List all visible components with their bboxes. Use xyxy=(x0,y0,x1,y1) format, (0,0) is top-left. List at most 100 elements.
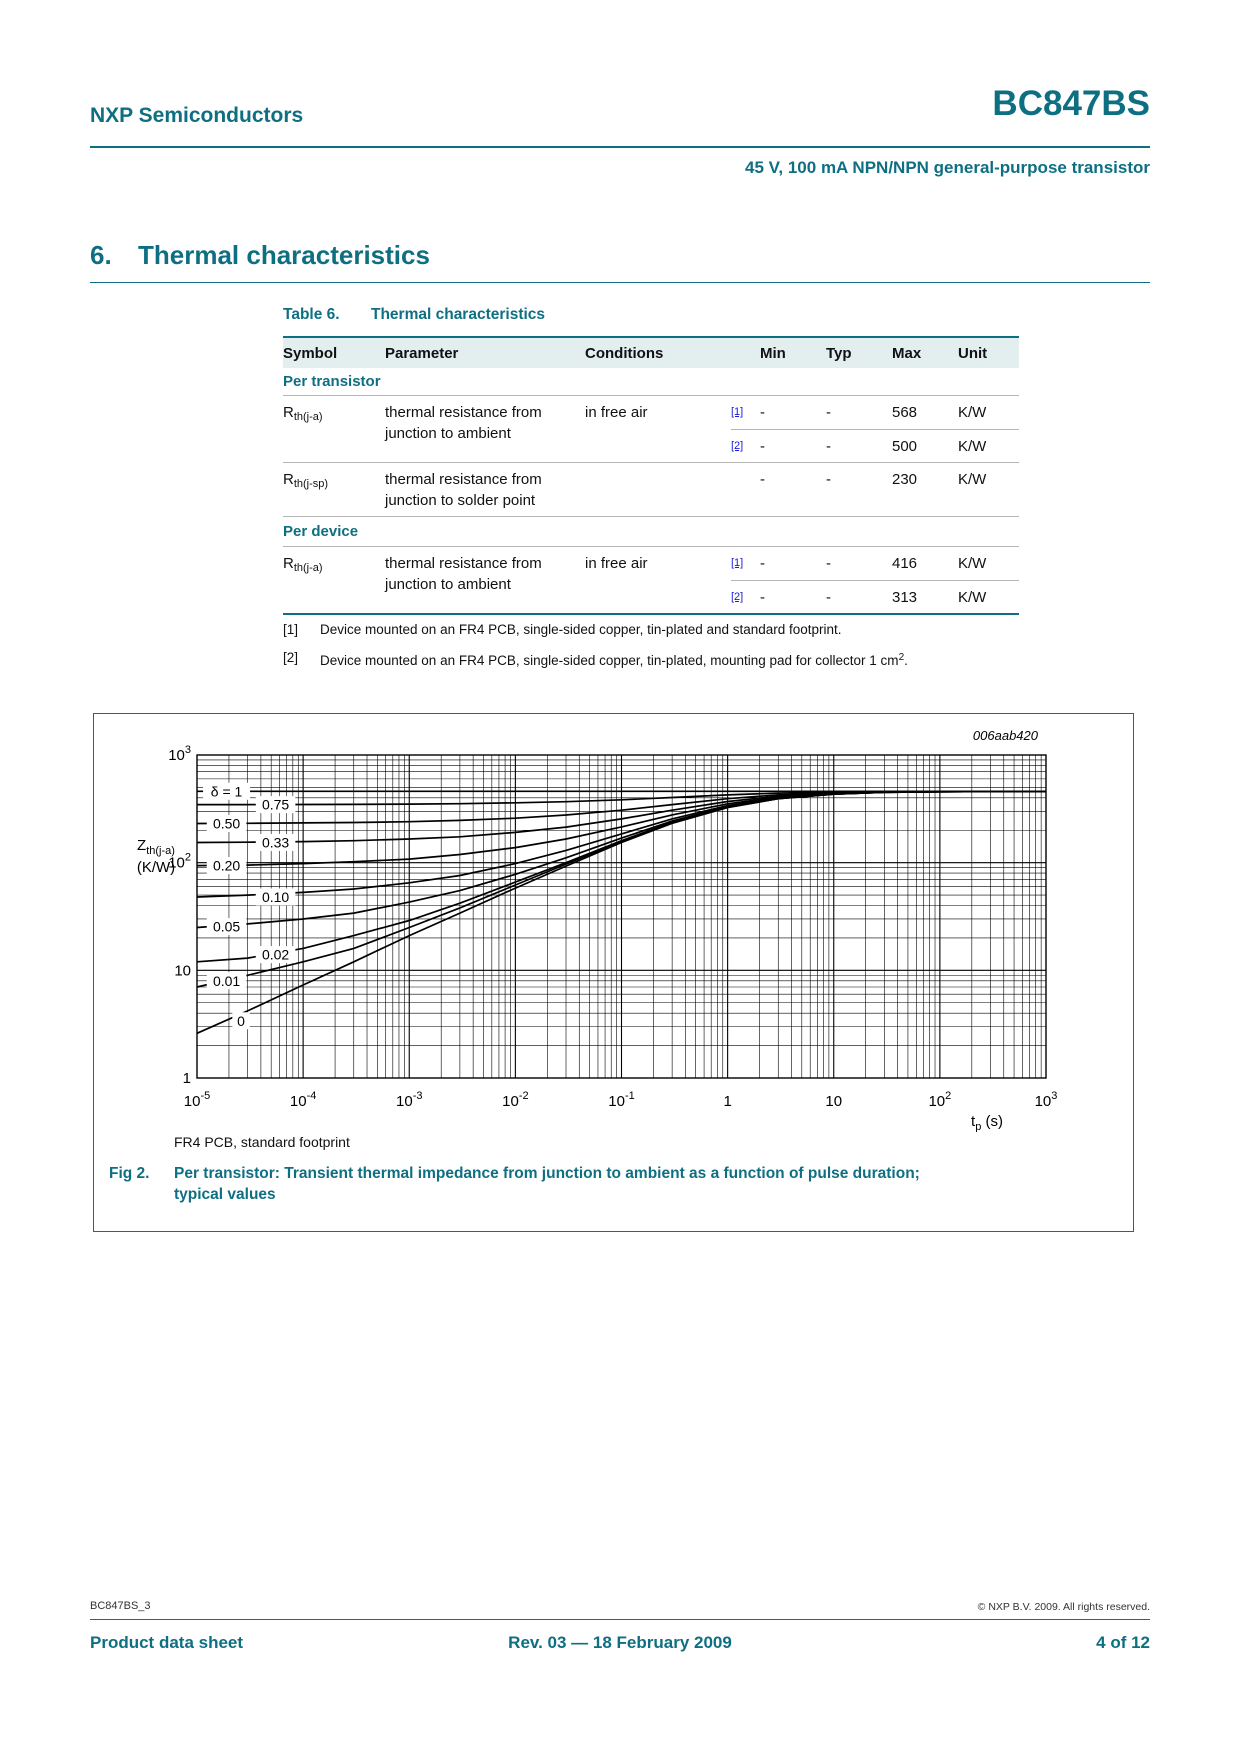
conditions-cell: in free air xyxy=(585,555,648,572)
footnote-ref-1[interactable]: [1] xyxy=(731,557,744,569)
svg-text:(K/W): (K/W) xyxy=(137,859,175,876)
col-ref-spacer xyxy=(731,353,760,354)
group-per-transistor: Per transistor xyxy=(283,368,1019,396)
svg-text:10-5: 10-5 xyxy=(184,1090,210,1110)
max-cell: 416 xyxy=(892,555,918,572)
svg-text:10-3: 10-3 xyxy=(396,1090,422,1110)
table-row-rthjsp: Rth(j-sp) thermal resistance from juncti… xyxy=(283,463,1019,517)
svg-text:0.05: 0.05 xyxy=(213,919,240,935)
svg-text:1: 1 xyxy=(183,1070,191,1087)
typ-cell: - xyxy=(826,589,831,606)
parameter-cell: thermal resistance from junction to ambi… xyxy=(385,555,542,593)
svg-text:102: 102 xyxy=(168,852,191,872)
svg-text:10: 10 xyxy=(174,962,191,979)
figure-label: Fig 2. xyxy=(109,1165,150,1182)
footnote-1: [1] Device mounted on an FR4 PCB, single… xyxy=(283,616,908,644)
footnote-ref-1[interactable]: [1] xyxy=(731,406,744,418)
table-row-rthja-device: Rth(j-a) thermal resistance from junctio… xyxy=(283,547,1019,613)
thermal-characteristics-table: Table 6. Thermal characteristics Symbol P… xyxy=(283,306,1019,615)
group-per-device: Per device xyxy=(283,517,1019,547)
conditions-cell xyxy=(585,463,731,516)
svg-text:103: 103 xyxy=(1035,1090,1058,1110)
figure-condition-note: FR4 PCB, standard footprint xyxy=(174,1134,350,1150)
footer-rule xyxy=(90,1619,1150,1620)
table-title: Table 6. Thermal characteristics xyxy=(283,306,1019,336)
table-title-text: Thermal characteristics xyxy=(371,306,546,323)
conditions-cell: in free air xyxy=(585,404,648,421)
section-number: 6. xyxy=(90,240,112,270)
max-cell: 500 xyxy=(892,438,918,455)
svg-text:δ = 1: δ = 1 xyxy=(211,783,243,799)
footer-row: Product data sheet Rev. 03 — 18 February… xyxy=(90,1633,1150,1653)
figure-2-box: δ = 1 0.75 0.50 0.33 0.20 0.10 0.05 0.02 0.01 0 10… xyxy=(93,713,1134,1232)
typ-cell: - xyxy=(826,404,831,421)
parameter-cell: thermal resistance from junction to ambi… xyxy=(385,404,542,442)
svg-text:0.01: 0.01 xyxy=(213,973,240,989)
min-cell: - xyxy=(760,471,765,488)
unit-cell: K/W xyxy=(958,404,987,421)
typ-cell: - xyxy=(826,471,831,488)
typ-cell: - xyxy=(826,555,831,572)
col-unit: Unit xyxy=(958,345,988,362)
thermal-impedance-chart: δ = 1 0.75 0.50 0.33 0.20 0.10 0.05 0.02 0.01 0 10… xyxy=(137,728,1058,1132)
footnote-1-marker: [1] xyxy=(283,622,299,637)
col-symbol: Symbol xyxy=(283,345,338,362)
max-cell: 313 xyxy=(892,589,918,606)
footnote-ref-2[interactable]: [2] xyxy=(731,440,744,452)
unit-cell: K/W xyxy=(958,471,987,488)
svg-text:Zth(j-a): Zth(j-a) xyxy=(137,837,175,857)
footer-sheet-type: Product data sheet xyxy=(90,1633,244,1652)
svg-text:0.75: 0.75 xyxy=(262,797,289,813)
footer-revision: Rev. 03 — 18 February 2009 xyxy=(508,1633,732,1652)
max-cell: 230 xyxy=(892,471,918,488)
col-typ: Typ xyxy=(826,345,852,362)
symbol-cell: Rth(j-a) xyxy=(283,404,323,423)
svg-text:10-2: 10-2 xyxy=(502,1090,528,1110)
min-cell: - xyxy=(760,404,765,421)
svg-text:0.33: 0.33 xyxy=(262,834,289,850)
min-cell: - xyxy=(760,589,765,606)
table-footnotes: [1] Device mounted on an FR4 PCB, single… xyxy=(283,616,908,675)
col-conditions: Conditions xyxy=(585,345,664,362)
footer-doc-id: BC847BS_3 xyxy=(90,1600,151,1612)
svg-text:0.02: 0.02 xyxy=(262,947,289,963)
col-max: Max xyxy=(892,345,922,362)
footnote-ref-2[interactable]: [2] xyxy=(731,591,744,603)
svg-text:0.20: 0.20 xyxy=(213,858,240,874)
footnote-1-text: Device mounted on an FR4 PCB, single-sid… xyxy=(320,622,842,637)
symbol-cell: Rth(j-sp) xyxy=(283,471,329,490)
footnote-2-text: Device mounted on an FR4 PCB, single-sid… xyxy=(320,652,908,668)
svg-text:0.50: 0.50 xyxy=(213,816,240,832)
part-number: BC847BS xyxy=(992,84,1150,123)
col-parameter: Parameter xyxy=(385,345,459,362)
header-rule xyxy=(90,146,1150,148)
footer-page-number: 4 of 12 xyxy=(1096,1633,1150,1652)
figure-caption-text: Per transistor: Transient thermal impeda… xyxy=(174,1165,920,1203)
svg-text:0.10: 0.10 xyxy=(262,889,289,905)
svg-text:10-1: 10-1 xyxy=(608,1090,634,1110)
typ-cell: - xyxy=(826,438,831,455)
unit-cell: K/W xyxy=(958,438,987,455)
symbol-cell: Rth(j-a) xyxy=(283,555,323,574)
min-cell: - xyxy=(760,438,765,455)
section-title: Thermal characteristics xyxy=(138,240,430,270)
svg-text:10-4: 10-4 xyxy=(290,1090,316,1110)
svg-text:0: 0 xyxy=(237,1013,245,1029)
table-header-row: Symbol Parameter Conditions Min Typ Max … xyxy=(283,336,1019,368)
vendor-name: NXP Semiconductors xyxy=(90,104,304,127)
svg-text:103: 103 xyxy=(168,744,191,764)
subrow-divider xyxy=(731,580,1019,581)
svg-text:102: 102 xyxy=(928,1090,951,1110)
table-row-rthja-transistor: Rth(j-a) thermal resistance from junctio… xyxy=(283,396,1019,463)
subrow-divider xyxy=(731,429,1019,430)
unit-cell: K/W xyxy=(958,589,987,606)
footnote-2: [2] Device mounted on an FR4 PCB, single… xyxy=(283,644,908,675)
parameter-cell: thermal resistance from junction to sold… xyxy=(385,471,542,509)
ref-cell xyxy=(731,463,760,516)
svg-text:tp (s): tp (s) xyxy=(971,1113,1003,1132)
footer-copyright: © NXP B.V. 2009. All rights reserved. xyxy=(977,1601,1150,1613)
page-subtitle: 45 V, 100 mA NPN/NPN general-purpose tra… xyxy=(745,158,1150,177)
figure-caption: Fig 2. Per transistor: Transient thermal… xyxy=(109,1163,1109,1205)
col-min: Min xyxy=(760,345,786,362)
